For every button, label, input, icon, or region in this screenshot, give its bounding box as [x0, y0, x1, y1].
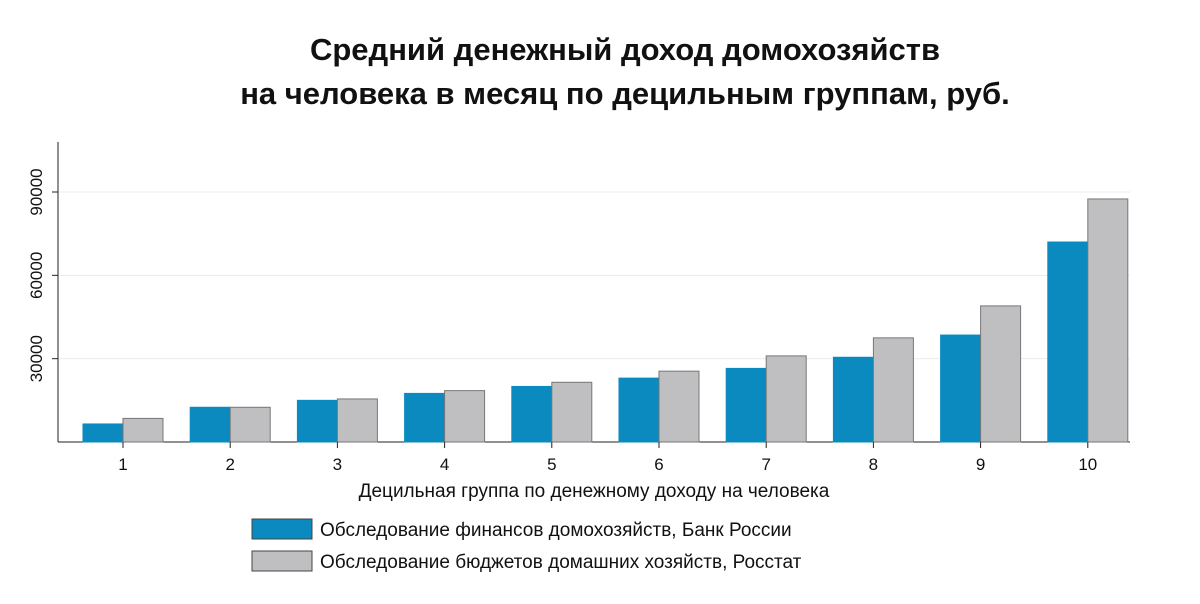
bar-series-2: [122, 417, 164, 443]
x-tick-label: 1: [118, 455, 127, 474]
y-ticks: 30000 60000 90000: [27, 168, 58, 382]
y-tick-label: 30000: [27, 335, 46, 382]
bar-series-2: [765, 355, 807, 443]
x-tick-label: 9: [976, 455, 985, 474]
bar-series-1: [404, 392, 446, 443]
x-tick-label: 2: [225, 455, 234, 474]
chart-title-line-1: Средний денежный доход домохозяйств: [309, 32, 941, 67]
bar-series-2: [229, 406, 271, 443]
x-tick-label: 8: [869, 455, 878, 474]
bar-series-1: [296, 399, 338, 443]
bar-series-2: [551, 381, 593, 443]
bar-series-1: [1047, 241, 1089, 443]
bars: [82, 198, 1129, 443]
x-axis-title: Децильная группа по денежному доходу на …: [359, 481, 830, 502]
legend-label-series-1: Обследование финансов домохозяйств, Банк…: [320, 520, 792, 541]
legend-swatch-series-1: [251, 518, 313, 540]
gridlines: [58, 191, 1130, 360]
y-tick-label: 60000: [27, 252, 46, 299]
x-tick-label: 4: [440, 455, 449, 474]
bar-series-2: [872, 337, 914, 443]
bar-series-1: [832, 356, 874, 443]
chart-title-line-2: на человека в месяц по децильным группам…: [240, 76, 1010, 111]
y-tick-label: 90000: [27, 168, 46, 215]
bar-series-1: [725, 367, 767, 443]
bar-series-1: [940, 334, 982, 443]
bar-series-1: [82, 423, 124, 443]
x-tick-label: 5: [547, 455, 556, 474]
bar-series-1: [511, 385, 553, 443]
chart-title: Средний денежный доход домохозяйств на ч…: [0, 28, 1200, 116]
bar-series-2: [336, 398, 378, 443]
x-tick-label: 10: [1078, 455, 1097, 474]
bar-series-2: [980, 305, 1022, 443]
bar-series-2: [1087, 198, 1129, 443]
x-tick-label: 3: [333, 455, 342, 474]
legend-label-series-2: Обследование бюджетов домашних хозяйств,…: [320, 552, 802, 573]
x-tick-label: 7: [761, 455, 770, 474]
bar-series-1: [618, 377, 660, 443]
x-ticks: 1 2 3 4 5 6 7 8 9 10: [118, 442, 1097, 474]
legend-swatch-series-2: [251, 550, 313, 572]
bar-series-1: [189, 406, 231, 443]
x-tick-label: 6: [654, 455, 663, 474]
bar-series-2: [444, 390, 486, 443]
bar-series-2: [658, 370, 700, 443]
legend: Обследование финансов домохозяйств, Банк…: [251, 518, 802, 573]
